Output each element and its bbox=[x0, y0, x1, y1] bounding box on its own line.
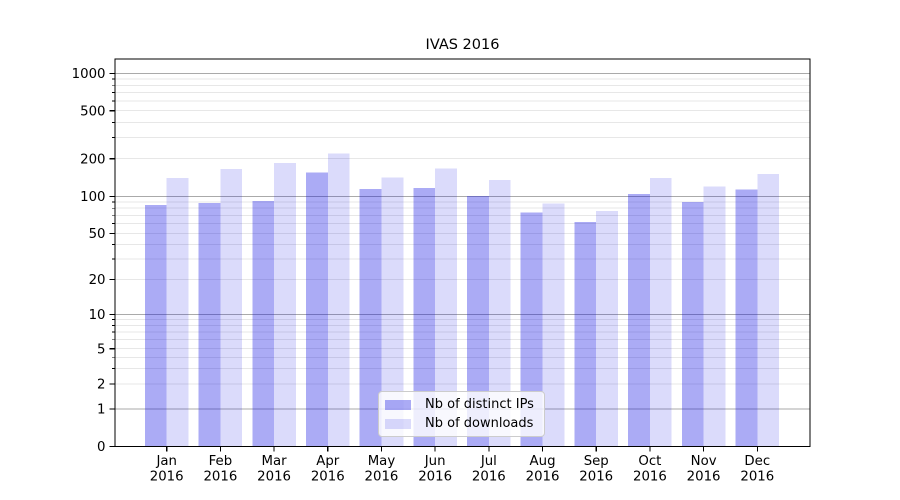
tick-marks bbox=[109, 72, 758, 452]
bar-distinct-ips bbox=[359, 189, 382, 447]
legend-swatch-distinct-ips bbox=[385, 399, 411, 410]
y-tick-label: 2 bbox=[97, 378, 105, 393]
x-tick-label-year: 2016 bbox=[365, 470, 399, 485]
x-tick-label-month: Jun bbox=[424, 454, 446, 469]
bar-distinct-ips bbox=[467, 195, 489, 447]
y-tick-label: 100 bbox=[80, 190, 105, 205]
bar-downloads bbox=[435, 168, 457, 447]
x-tick-label-year: 2016 bbox=[150, 470, 184, 485]
bar-downloads bbox=[542, 203, 565, 447]
y-tick-label: 0 bbox=[97, 440, 105, 455]
axes bbox=[114, 58, 811, 448]
x-tick-label-year: 2016 bbox=[526, 470, 560, 485]
tick-labels: 01251020501002005001000Jan2016Feb2016Mar… bbox=[72, 67, 775, 485]
x-tick-label-month: Jan bbox=[155, 454, 177, 469]
bar-downloads bbox=[703, 186, 726, 447]
y-tick-label: 1 bbox=[97, 403, 105, 418]
bar-distinct-ips bbox=[681, 201, 704, 447]
y-tick-label: 10 bbox=[89, 308, 106, 323]
x-tick-label-year: 2016 bbox=[579, 470, 613, 485]
bar-distinct-ips bbox=[413, 188, 436, 447]
y-tick-label: 200 bbox=[80, 152, 105, 167]
x-tick-label-year: 2016 bbox=[257, 470, 291, 485]
chart-title: IVAS 2016 bbox=[425, 37, 500, 53]
bar-distinct-ips bbox=[144, 205, 167, 447]
legend-label-downloads: Nb of downloads bbox=[425, 415, 534, 431]
bar-downloads bbox=[274, 162, 296, 447]
x-tick-label-month: Dec bbox=[744, 454, 770, 469]
y-tick-label: 1000 bbox=[72, 67, 106, 82]
legend: Nb of distinct IPs Nb of downloads bbox=[378, 391, 545, 437]
y-tick-label: 50 bbox=[89, 227, 106, 242]
x-tick-label-month: Aug bbox=[530, 454, 556, 469]
bar-distinct-ips bbox=[306, 172, 328, 447]
y-tick-label: 500 bbox=[80, 104, 105, 119]
bar-downloads bbox=[596, 210, 618, 447]
plot-border bbox=[114, 58, 811, 448]
x-tick-label-month: Sep bbox=[584, 454, 609, 469]
x-tick-label-month: May bbox=[368, 454, 396, 469]
bar-downloads bbox=[166, 178, 189, 447]
bar-downloads bbox=[220, 169, 243, 447]
x-tick-label-month: Nov bbox=[691, 454, 717, 469]
bar-downloads bbox=[327, 153, 350, 447]
y-tick-label: 5 bbox=[97, 342, 105, 357]
bar-downloads bbox=[649, 178, 672, 447]
bar-distinct-ips bbox=[735, 189, 758, 447]
x-tick-label-month: Oct bbox=[638, 454, 661, 469]
x-tick-label-year: 2016 bbox=[311, 470, 345, 485]
bar-distinct-ips bbox=[198, 203, 221, 447]
legend-label-distinct-ips: Nb of distinct IPs bbox=[425, 396, 534, 412]
x-tick-label-month: Mar bbox=[262, 454, 288, 469]
bar-distinct-ips bbox=[574, 221, 597, 447]
legend-item-distinct-ips: Nb of distinct IPs bbox=[385, 396, 537, 412]
bar-distinct-ips bbox=[520, 212, 543, 447]
bar-distinct-ips bbox=[252, 200, 275, 447]
y-gridlines bbox=[115, 72, 810, 410]
bar-downloads bbox=[381, 177, 404, 447]
x-tick-label-year: 2016 bbox=[203, 470, 237, 485]
x-tick-label-month: Apr bbox=[316, 454, 340, 469]
bar-distinct-ips bbox=[628, 194, 650, 447]
x-tick-label-month: Jul bbox=[480, 454, 497, 469]
bar-downloads bbox=[757, 173, 780, 447]
x-tick-label-year: 2016 bbox=[633, 470, 667, 485]
x-tick-label-month: Feb bbox=[209, 454, 233, 469]
x-tick-label-year: 2016 bbox=[687, 470, 721, 485]
bar-downloads bbox=[488, 180, 511, 447]
legend-item-downloads: Nb of downloads bbox=[385, 415, 537, 431]
x-tick-label-year: 2016 bbox=[740, 470, 774, 485]
x-tick-label-year: 2016 bbox=[472, 470, 506, 485]
x-tick-label-year: 2016 bbox=[418, 470, 452, 485]
bars bbox=[144, 153, 780, 447]
y-tick-label: 20 bbox=[89, 273, 106, 288]
legend-swatch-downloads bbox=[385, 418, 411, 429]
